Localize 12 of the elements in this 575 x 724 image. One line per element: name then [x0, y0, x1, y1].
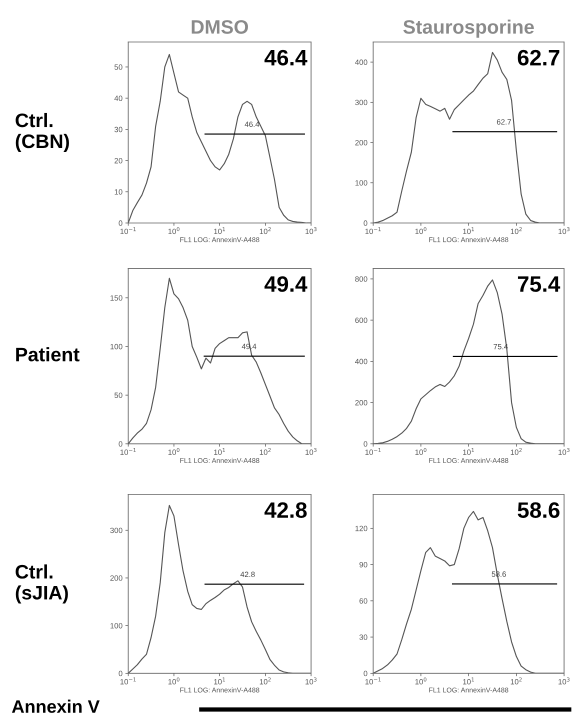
annotation: 42.8 — [264, 502, 307, 518]
y-axis-title: Patient — [16, 347, 80, 362]
chart-title: DMSO — [192, 20, 248, 34]
y-axis-title: Ctrl. (CBN) — [16, 112, 69, 152]
y-axis-title: Ctrl. (sJIA) — [16, 564, 68, 604]
annotation: 49.4 — [264, 276, 308, 292]
text: Annexin V — [12, 700, 100, 713]
chart-title: Staurosporine — [403, 20, 534, 38]
annotation: 58.6 — [518, 502, 560, 518]
annotation: 46.4 — [264, 50, 308, 66]
annotation: 75.4 — [518, 276, 560, 292]
annotation: 62.7 — [518, 50, 560, 66]
